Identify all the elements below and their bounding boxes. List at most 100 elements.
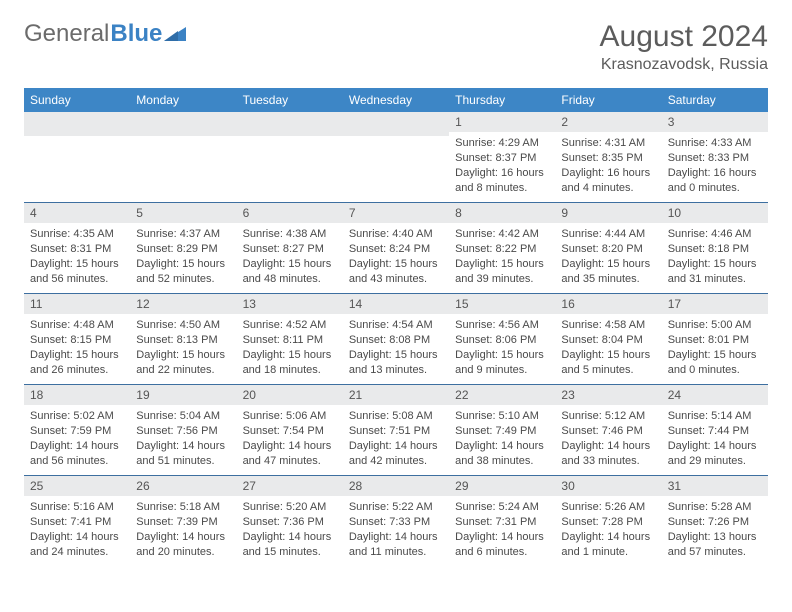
daylight-text: Daylight: 14 hours and 15 minutes. — [243, 530, 337, 560]
day-cell: 11Sunrise: 4:48 AMSunset: 8:15 PMDayligh… — [24, 294, 130, 384]
day-number: 8 — [449, 203, 555, 223]
sunset-text: Sunset: 8:06 PM — [455, 333, 549, 348]
sunset-text: Sunset: 7:46 PM — [561, 424, 655, 439]
day-cell: 14Sunrise: 4:54 AMSunset: 8:08 PMDayligh… — [343, 294, 449, 384]
daylight-text: Daylight: 15 hours and 13 minutes. — [349, 348, 443, 378]
day-cell: 1Sunrise: 4:29 AMSunset: 8:37 PMDaylight… — [449, 112, 555, 202]
daylight-text: Daylight: 14 hours and 38 minutes. — [455, 439, 549, 469]
day-cell: 25Sunrise: 5:16 AMSunset: 7:41 PMDayligh… — [24, 476, 130, 566]
day-number: 3 — [662, 112, 768, 132]
dayhead-tuesday: Tuesday — [237, 88, 343, 112]
sunset-text: Sunset: 7:41 PM — [30, 515, 124, 530]
sunset-text: Sunset: 7:31 PM — [455, 515, 549, 530]
sunrise-text: Sunrise: 5:26 AM — [561, 500, 655, 515]
daylight-text: Daylight: 15 hours and 43 minutes. — [349, 257, 443, 287]
day-cell: 20Sunrise: 5:06 AMSunset: 7:54 PMDayligh… — [237, 385, 343, 475]
sunrise-text: Sunrise: 4:40 AM — [349, 227, 443, 242]
day-number — [343, 112, 449, 136]
day-cell: 27Sunrise: 5:20 AMSunset: 7:36 PMDayligh… — [237, 476, 343, 566]
title-block: August 2024 Krasnozavodsk, Russia — [600, 20, 768, 74]
day-cell: 21Sunrise: 5:08 AMSunset: 7:51 PMDayligh… — [343, 385, 449, 475]
day-cell: 22Sunrise: 5:10 AMSunset: 7:49 PMDayligh… — [449, 385, 555, 475]
day-number: 15 — [449, 294, 555, 314]
day-number: 17 — [662, 294, 768, 314]
day-cell: 24Sunrise: 5:14 AMSunset: 7:44 PMDayligh… — [662, 385, 768, 475]
logo-text-general: General — [24, 20, 109, 48]
sunset-text: Sunset: 7:56 PM — [136, 424, 230, 439]
day-cell: 4Sunrise: 4:35 AMSunset: 8:31 PMDaylight… — [24, 203, 130, 293]
sunset-text: Sunset: 7:39 PM — [136, 515, 230, 530]
sunrise-text: Sunrise: 4:35 AM — [30, 227, 124, 242]
day-cell: 12Sunrise: 4:50 AMSunset: 8:13 PMDayligh… — [130, 294, 236, 384]
dayhead-saturday: Saturday — [662, 88, 768, 112]
daylight-text: Daylight: 15 hours and 0 minutes. — [668, 348, 762, 378]
sunset-text: Sunset: 8:18 PM — [668, 242, 762, 257]
sunset-text: Sunset: 8:29 PM — [136, 242, 230, 257]
daylight-text: Daylight: 16 hours and 8 minutes. — [455, 166, 549, 196]
sunset-text: Sunset: 8:22 PM — [455, 242, 549, 257]
sunrise-text: Sunrise: 5:12 AM — [561, 409, 655, 424]
location: Krasnozavodsk, Russia — [600, 56, 768, 74]
day-number: 9 — [555, 203, 661, 223]
day-number: 2 — [555, 112, 661, 132]
day-cell: 19Sunrise: 5:04 AMSunset: 7:56 PMDayligh… — [130, 385, 236, 475]
calendar-grid: SundayMondayTuesdayWednesdayThursdayFrid… — [24, 88, 768, 566]
sunrise-text: Sunrise: 4:31 AM — [561, 136, 655, 151]
day-cell: 13Sunrise: 4:52 AMSunset: 8:11 PMDayligh… — [237, 294, 343, 384]
sunset-text: Sunset: 8:20 PM — [561, 242, 655, 257]
header: General Blue August 2024 Krasnozavodsk, … — [24, 20, 768, 74]
sunset-text: Sunset: 7:54 PM — [243, 424, 337, 439]
sunrise-text: Sunrise: 4:52 AM — [243, 318, 337, 333]
sunrise-text: Sunrise: 4:56 AM — [455, 318, 549, 333]
day-cell: 17Sunrise: 5:00 AMSunset: 8:01 PMDayligh… — [662, 294, 768, 384]
day-number: 11 — [24, 294, 130, 314]
daylight-text: Daylight: 15 hours and 9 minutes. — [455, 348, 549, 378]
sunrise-text: Sunrise: 4:46 AM — [668, 227, 762, 242]
day-cell: 29Sunrise: 5:24 AMSunset: 7:31 PMDayligh… — [449, 476, 555, 566]
daylight-text: Daylight: 14 hours and 42 minutes. — [349, 439, 443, 469]
day-number: 10 — [662, 203, 768, 223]
day-number: 18 — [24, 385, 130, 405]
sunset-text: Sunset: 7:26 PM — [668, 515, 762, 530]
sunrise-text: Sunrise: 4:38 AM — [243, 227, 337, 242]
daylight-text: Daylight: 14 hours and 20 minutes. — [136, 530, 230, 560]
day-cell: 3Sunrise: 4:33 AMSunset: 8:33 PMDaylight… — [662, 112, 768, 202]
sunset-text: Sunset: 7:51 PM — [349, 424, 443, 439]
sunset-text: Sunset: 8:13 PM — [136, 333, 230, 348]
daylight-text: Daylight: 15 hours and 26 minutes. — [30, 348, 124, 378]
daylight-text: Daylight: 14 hours and 6 minutes. — [455, 530, 549, 560]
dayhead-friday: Friday — [555, 88, 661, 112]
day-number: 1 — [449, 112, 555, 132]
daylight-text: Daylight: 15 hours and 56 minutes. — [30, 257, 124, 287]
sunset-text: Sunset: 7:59 PM — [30, 424, 124, 439]
day-number: 20 — [237, 385, 343, 405]
sunrise-text: Sunrise: 5:00 AM — [668, 318, 762, 333]
day-cell: 15 Sunrise: 4:56 AMSunset: 8:06 PMDayligh… — [449, 294, 555, 384]
daylight-text: Daylight: 15 hours and 5 minutes. — [561, 348, 655, 378]
sunset-text: Sunset: 8:11 PM — [243, 333, 337, 348]
day-cell: 7Sunrise: 4:40 AMSunset: 8:24 PMDaylight… — [343, 203, 449, 293]
logo: General Blue — [24, 20, 186, 48]
day-cell — [130, 112, 236, 202]
day-number: 29 — [449, 476, 555, 496]
sunrise-text: Sunrise: 4:37 AM — [136, 227, 230, 242]
sunrise-text: Sunrise: 4:54 AM — [349, 318, 443, 333]
day-cell: 8Sunrise: 4:42 AMSunset: 8:22 PMDaylight… — [449, 203, 555, 293]
day-cell: 2Sunrise: 4:31 AMSunset: 8:35 PMDaylight… — [555, 112, 661, 202]
daylight-text: Daylight: 15 hours and 31 minutes. — [668, 257, 762, 287]
daylight-text: Daylight: 16 hours and 0 minutes. — [668, 166, 762, 196]
dayhead-thursday: Thursday — [449, 88, 555, 112]
month-title: August 2024 — [600, 20, 768, 54]
dayhead-sunday: Sunday — [24, 88, 130, 112]
daylight-text: Daylight: 15 hours and 48 minutes. — [243, 257, 337, 287]
day-number: 28 — [343, 476, 449, 496]
day-cell: 28Sunrise: 5:22 AMSunset: 7:33 PMDayligh… — [343, 476, 449, 566]
daylight-text: Daylight: 14 hours and 56 minutes. — [30, 439, 124, 469]
daylight-text: Daylight: 14 hours and 11 minutes. — [349, 530, 443, 560]
day-cell — [237, 112, 343, 202]
sunset-text: Sunset: 7:33 PM — [349, 515, 443, 530]
daylight-text: Daylight: 14 hours and 24 minutes. — [30, 530, 124, 560]
day-number: 6 — [237, 203, 343, 223]
day-number — [237, 112, 343, 136]
day-cell: 10 Sunrise: 4:46 AMSunset: 8:18 PMDayligh… — [662, 203, 768, 293]
